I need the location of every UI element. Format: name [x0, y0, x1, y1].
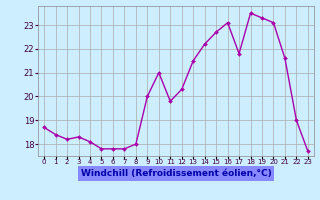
X-axis label: Windchill (Refroidissement éolien,°C): Windchill (Refroidissement éolien,°C) — [81, 169, 271, 178]
